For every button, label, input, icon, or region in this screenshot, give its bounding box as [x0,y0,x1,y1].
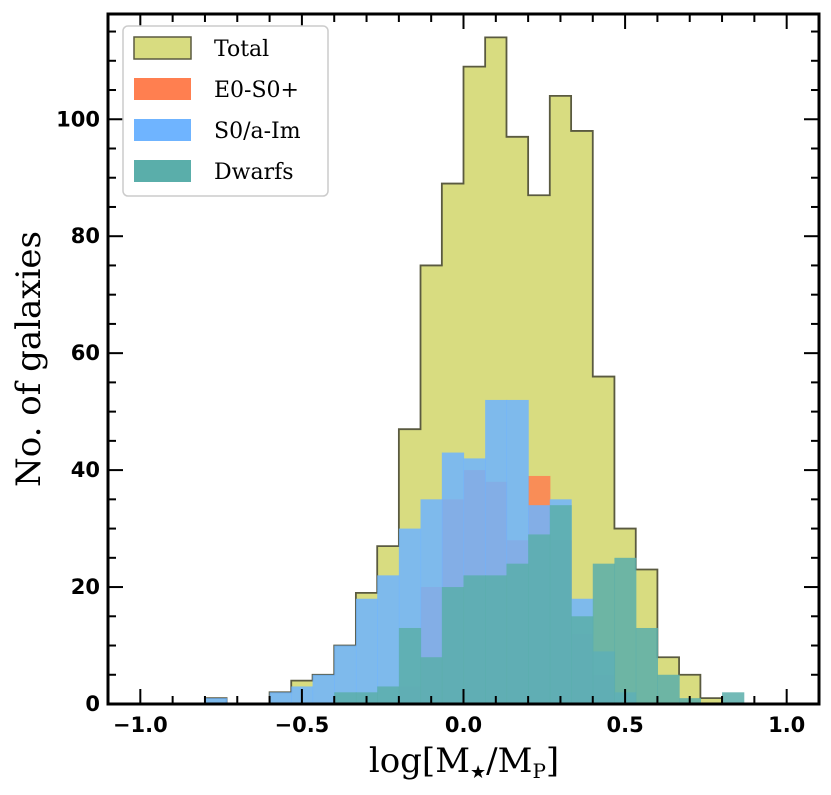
bar [420,499,443,704]
x-tick-label: −0.5 [275,713,330,737]
bar [506,563,529,704]
bar [571,130,594,704]
bar [700,698,723,704]
bar [204,698,228,704]
y-tick-label: 60 [71,341,100,365]
bar [549,505,572,704]
x-axis-label: log[M★/MP] [369,741,559,783]
x-axis-label-main: log[M [369,741,470,781]
bar [657,674,680,704]
bar [592,563,616,704]
bar [398,627,422,704]
x-axis-label-mid: /M [486,741,532,781]
y-tick-label: 0 [85,692,100,716]
x-axis-label-sub1: ★ [470,762,486,783]
legend-label-dwarfs: Dwarfs [214,160,294,185]
y-tick-label: 20 [71,575,100,599]
y-tick-label: 80 [71,224,100,248]
bar [528,534,551,704]
legend-swatch-dwarfs [134,160,191,182]
bar [377,686,400,704]
plot-frame [106,12,821,706]
bar [571,616,594,704]
bar [722,692,745,704]
y-tick-labels: 0 20 40 60 80 100 [56,107,100,716]
legend-box [122,25,329,197]
x-tick-label: 1.0 [768,713,805,737]
x-tick-labels: −1.0 −0.5 0.0 0.5 1.0 [113,713,805,737]
legend-label-s0a-im: S0/a-Im [214,119,301,144]
legend-swatch-e0-s0 [134,78,191,100]
legend-label-e0-s0: E0-S0+ [214,78,299,103]
bar [614,557,637,704]
bar [463,575,486,704]
y-tick-label: 40 [71,458,100,482]
bar [355,598,378,704]
bar [269,692,292,704]
bar [679,674,701,704]
bar [334,692,357,704]
y-axis-label: No. of galaxies [9,231,49,487]
x-tick-label: 0.0 [445,713,482,737]
x-axis-label-sub2: P [532,759,545,783]
x-axis-label-end: ] [546,741,559,781]
x-tick-label: 0.5 [606,713,643,737]
bar [485,575,508,704]
bars-layer [140,36,787,705]
x-tick-label: −1.0 [113,713,168,737]
bar [635,627,659,704]
bar [334,645,357,704]
bar [441,587,465,704]
legend-label-total: Total [214,37,269,62]
legend-swatch-total [133,36,192,60]
y-tick-label: 100 [56,107,100,131]
legend-swatch-s0a-im [134,119,191,141]
bar [312,674,335,704]
legend: Total E0-S0+ S0/a-Im Dwarfs [122,25,329,197]
bar [420,657,443,704]
bar [377,575,400,704]
